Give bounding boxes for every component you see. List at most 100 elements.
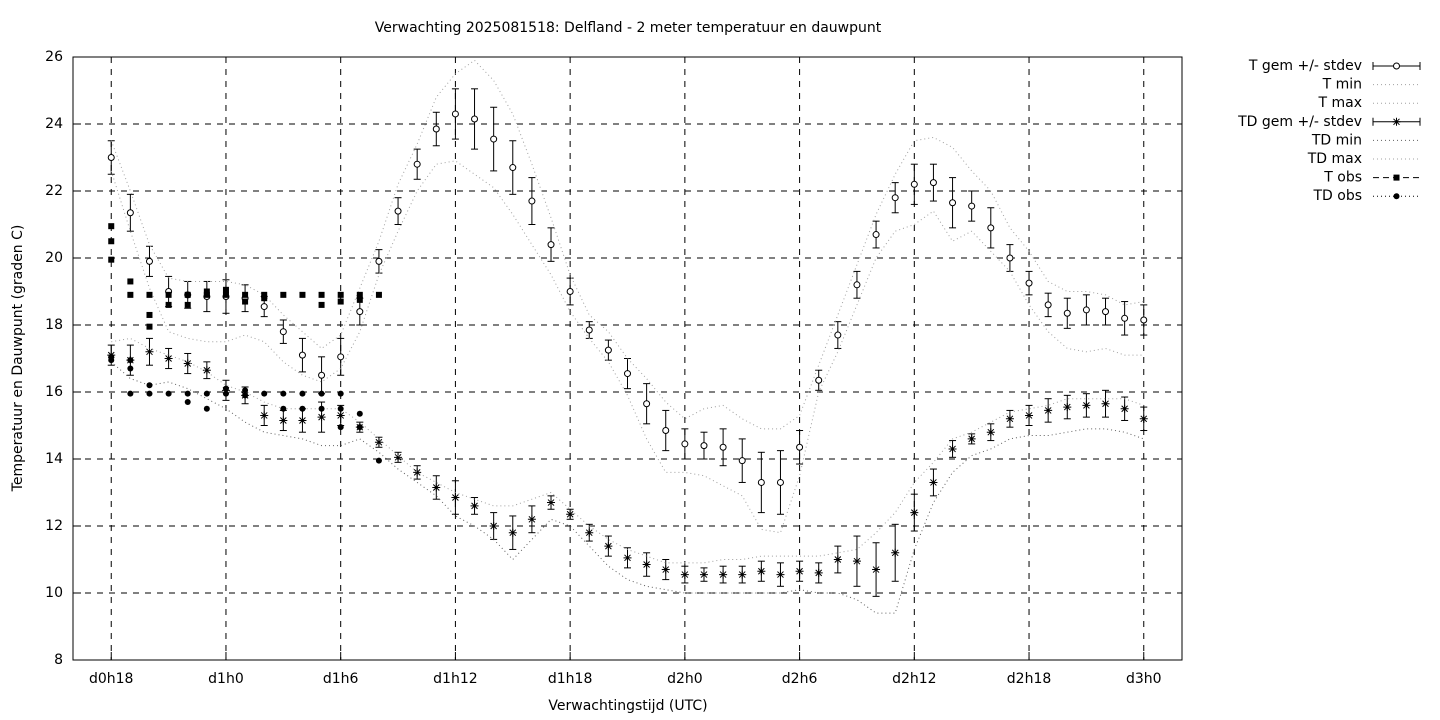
point	[585, 326, 593, 334]
point	[164, 354, 173, 363]
point	[949, 199, 957, 207]
point	[795, 567, 804, 576]
point	[126, 209, 134, 217]
legend-label: T obs	[1323, 170, 1362, 186]
point	[891, 548, 900, 557]
point	[776, 478, 784, 486]
obs-point	[165, 301, 172, 308]
point	[318, 371, 326, 379]
point	[872, 231, 880, 239]
point	[891, 194, 899, 202]
y-tick-label: 26	[45, 49, 63, 65]
point	[757, 567, 766, 576]
point	[1025, 411, 1034, 420]
point	[566, 510, 575, 519]
x-tick-label: d3h0	[1126, 671, 1162, 687]
plot-frame	[72, 56, 1183, 661]
obs-point	[337, 390, 344, 397]
obs-point	[337, 405, 344, 412]
point	[527, 515, 536, 524]
obs-point	[127, 365, 134, 372]
obs-point	[203, 390, 210, 397]
point	[107, 154, 115, 161]
obs-point	[318, 291, 325, 298]
point	[604, 346, 612, 354]
point	[566, 288, 574, 295]
obs-point	[356, 424, 363, 431]
obs-point	[318, 301, 325, 308]
point	[260, 303, 268, 311]
y-tick-label: 20	[45, 250, 63, 266]
x-tick-label: d2h0	[667, 671, 703, 687]
y-tick-label: 10	[45, 585, 63, 601]
point	[317, 413, 326, 422]
point	[298, 416, 307, 425]
point	[662, 427, 670, 435]
point	[834, 331, 842, 339]
point	[451, 110, 459, 118]
point	[471, 115, 479, 123]
point	[279, 416, 288, 425]
point	[680, 570, 689, 579]
point	[451, 493, 460, 502]
point	[202, 366, 211, 375]
obs-point	[146, 323, 153, 330]
legend-marker	[1393, 193, 1400, 200]
obs-point	[108, 238, 115, 245]
obs-point	[146, 291, 153, 298]
point	[490, 135, 498, 143]
point	[413, 160, 421, 168]
y-tick-label: 14	[45, 451, 63, 467]
point	[145, 347, 154, 356]
obs-point	[222, 286, 229, 293]
point	[719, 570, 728, 579]
x-tick-label: d0h18	[89, 671, 133, 687]
x-tick-label: d1h0	[208, 671, 244, 687]
legend-marker	[1392, 117, 1401, 126]
point	[508, 528, 517, 537]
point	[815, 376, 823, 384]
point	[642, 560, 651, 569]
obs-point	[222, 390, 229, 397]
obs-point	[337, 291, 344, 298]
obs-point	[184, 301, 191, 308]
point	[643, 400, 651, 408]
point	[145, 257, 153, 265]
point	[929, 179, 937, 187]
point	[509, 164, 517, 172]
point	[910, 508, 919, 517]
point	[470, 501, 479, 510]
point	[986, 428, 995, 437]
point	[853, 281, 861, 289]
obs-point	[280, 390, 287, 397]
obs-point	[299, 405, 306, 412]
obs-point	[261, 295, 268, 302]
obs-point	[280, 405, 287, 412]
legend-label: TD min	[1311, 132, 1362, 148]
obs-point	[318, 405, 325, 412]
point	[1005, 414, 1014, 423]
point	[776, 570, 785, 579]
range-line	[110, 361, 1144, 614]
obs-point	[108, 223, 115, 230]
obs-point	[242, 291, 249, 298]
point	[375, 257, 383, 265]
obs-point	[146, 382, 153, 389]
y-tick-label: 12	[45, 518, 63, 534]
point	[432, 483, 441, 492]
obs-point	[127, 357, 134, 364]
point	[1102, 308, 1110, 316]
obs-point	[184, 390, 191, 397]
obs-point	[242, 392, 249, 399]
point	[661, 565, 670, 574]
obs-point	[184, 399, 191, 406]
point	[738, 457, 746, 465]
point	[337, 353, 345, 361]
point	[872, 565, 881, 574]
point	[699, 570, 708, 579]
obs-point	[280, 291, 287, 298]
point	[757, 478, 765, 486]
obs-point	[375, 457, 382, 464]
obs-point	[127, 278, 134, 285]
